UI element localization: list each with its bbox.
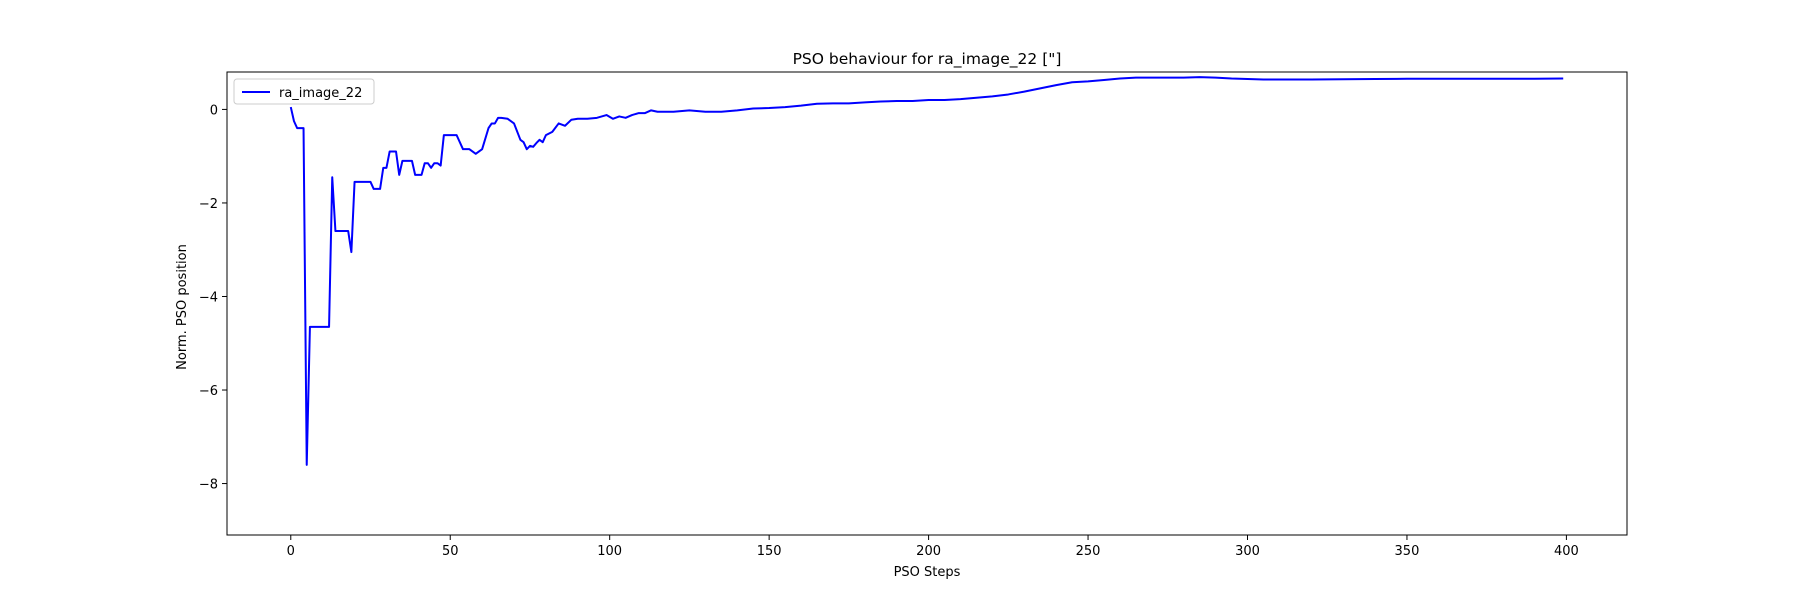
x-tick-label: 100 (597, 544, 622, 559)
plot-area (289, 76, 1564, 466)
y-tick-label: −6 (199, 384, 218, 399)
axes-frame (226, 71, 1628, 536)
x-tick-label: 50 (442, 544, 459, 559)
x-axis-label: PSO Steps (894, 565, 961, 580)
series-line-0 (289, 76, 1564, 466)
x-tick-label: 0 (287, 544, 295, 559)
legend-label: ra_image_22 (279, 86, 362, 101)
x-tick-label: 350 (1395, 544, 1420, 559)
x-tick-label: 300 (1235, 544, 1260, 559)
x-tick-label: 250 (1076, 544, 1101, 559)
axes: 0 50 100 150 200 250 300 350 400 0 −2 −4 −6 −8 (199, 71, 1628, 559)
x-tick-label: 200 (916, 544, 941, 559)
y-tick-label: −2 (199, 197, 218, 212)
x-tick-label: 400 (1554, 544, 1579, 559)
legend: ra_image_22 (233, 78, 375, 105)
legend-box (233, 78, 375, 105)
chart-title: PSO behaviour for ra_image_22 ["] (793, 50, 1062, 69)
y-tick-label: 0 (210, 103, 218, 118)
y-tick-label: −4 (199, 290, 218, 305)
x-tick-label: 150 (757, 544, 782, 559)
y-tick-label: −8 (199, 478, 218, 493)
y-axis-label: Norm. PSO position (175, 244, 190, 370)
